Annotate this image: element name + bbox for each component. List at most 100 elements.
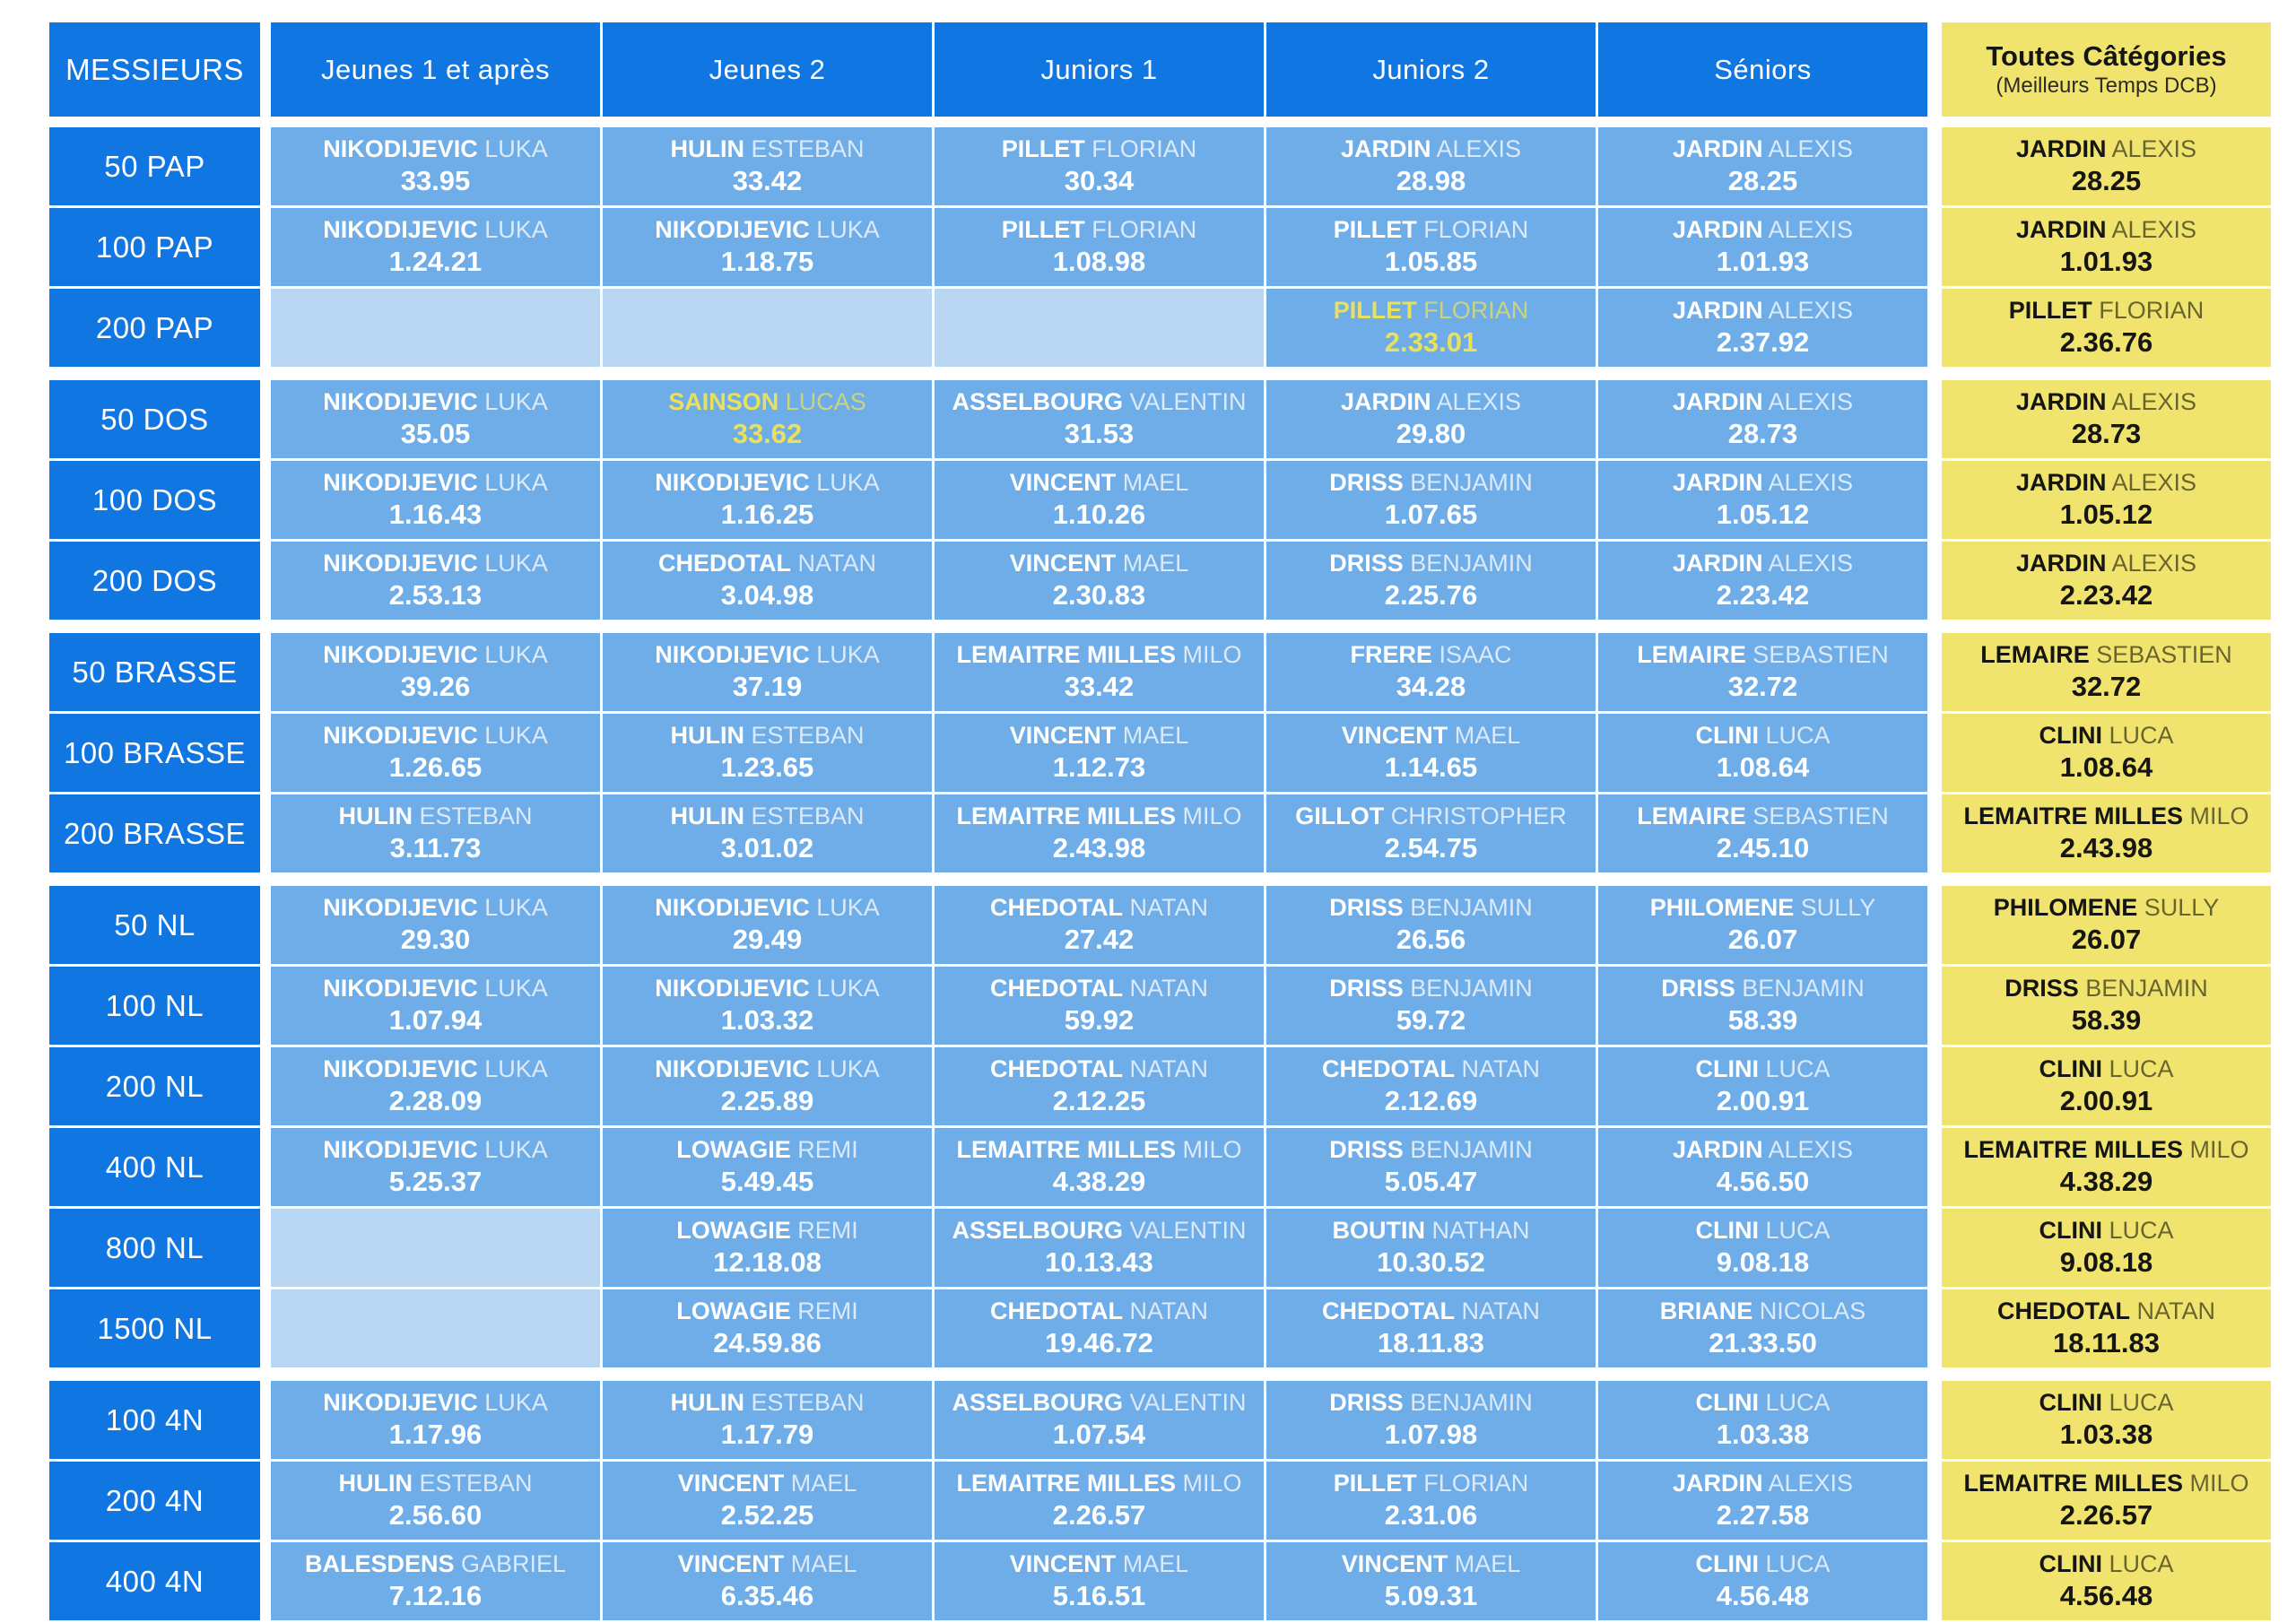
best-record-cell: JARDIN ALEXIS 28.25: [1942, 127, 2271, 205]
record-cell: CHEDOTAL NATAN 19.46.72: [935, 1289, 1264, 1367]
athlete-name: CHEDOTAL NATAN: [658, 550, 876, 577]
event-row: 50 NL NIKODIJEVIC LUKA 29.30 NIKODIJEVIC LU…: [49, 886, 2296, 964]
table-title: MESSIEURS: [65, 52, 244, 86]
athlete-first-name: LUCA: [2101, 1055, 2174, 1082]
record-cell: NIKODIJEVIC LUKA 1.03.32: [603, 967, 932, 1045]
record-time: 29.30: [400, 924, 471, 956]
athlete-last-name: NIKODIJEVIC: [655, 640, 810, 668]
athlete-first-name: LUKA: [809, 974, 880, 1002]
record-time: 2.30.83: [1052, 579, 1146, 612]
athlete-last-name: NIKODIJEVIC: [323, 974, 478, 1002]
record-cell: DRISS BENJAMIN 5.05.47: [1266, 1128, 1596, 1206]
record-cell: DRISS BENJAMIN 2.25.76: [1266, 542, 1596, 620]
athlete-first-name: FLORIAN: [2092, 296, 2205, 324]
record-cell: CLINI LUCA 1.03.38: [1598, 1381, 1927, 1459]
athlete-first-name: VALENTIN: [1123, 1216, 1247, 1244]
athlete-name: BALESDENS GABRIEL: [305, 1550, 566, 1578]
record-cell: VINCENT MAEL 2.30.83: [935, 542, 1264, 620]
record-cell: NIKODIJEVIC LUKA 29.49: [603, 886, 932, 964]
athlete-first-name: ALEXIS: [2106, 135, 2197, 162]
table-title-cell: MESSIEURS: [49, 22, 260, 117]
best-record-cell: CHEDOTAL NATAN 18.11.83: [1942, 1289, 2271, 1367]
athlete-name: SAINSON LUCAS: [668, 388, 866, 416]
athlete-first-name: BENJAMIN: [1403, 1388, 1533, 1416]
athlete-last-name: LEMAITRE MILLES: [956, 640, 1176, 668]
athlete-last-name: PILLET: [1333, 215, 1417, 243]
empty-record-cell: [271, 1289, 600, 1367]
record-cell: LOWAGIE REMI 12.18.08: [603, 1209, 932, 1287]
record-cell: NIKODIJEVIC LUKA 33.95: [271, 127, 600, 205]
event-label: 100 NL: [49, 967, 260, 1045]
record-cell: ASSELBOURG VALENTIN 10.13.43: [935, 1209, 1264, 1287]
record-time: 19.46.72: [1045, 1327, 1153, 1359]
event-label: 200 BRASSE: [49, 794, 260, 872]
athlete-name: CHEDOTAL NATAN: [1997, 1298, 2215, 1325]
athlete-last-name: NIKODIJEVIC: [323, 893, 478, 921]
athlete-first-name: ALEXIS: [1762, 135, 1854, 162]
athlete-first-name: BENJAMIN: [1403, 893, 1533, 921]
record-time: 26.07: [1727, 924, 1798, 956]
athlete-first-name: LUKA: [477, 1388, 548, 1416]
record-cell: NIKODIJEVIC LUKA 1.16.25: [603, 461, 932, 539]
athlete-name: NIKODIJEVIC LUKA: [323, 469, 548, 497]
best-record-cell: CLINI LUCA 2.00.91: [1942, 1047, 2271, 1125]
event-row: 100 4N NIKODIJEVIC LUKA 1.17.96 HULIN ESTEB…: [49, 1381, 2296, 1459]
record-cell: NIKODIJEVIC LUKA 5.25.37: [271, 1128, 600, 1206]
record-time: 1.12.73: [1052, 751, 1146, 784]
athlete-first-name: NATAN: [1122, 893, 1208, 921]
athlete-last-name: LOWAGIE: [676, 1216, 791, 1244]
record-cell: NIKODIJEVIC LUKA 1.18.75: [603, 208, 932, 286]
best-column-title: Toutes Câtégories: [1986, 40, 2227, 73]
event-row: 200 PAP PILLET FLORIAN 2.33.01 JARDIN ALEXI…: [49, 289, 2296, 367]
athlete-name: NIKODIJEVIC LUKA: [323, 216, 548, 244]
athlete-first-name: LUCA: [2101, 1216, 2174, 1244]
athlete-name: LOWAGIE REMI: [676, 1216, 858, 1245]
athlete-name: LOWAGIE REMI: [676, 1298, 858, 1325]
athlete-first-name: BENJAMIN: [1403, 468, 1533, 496]
record-cell: SAINSON LUCAS 33.62: [603, 380, 932, 458]
athlete-name: VINCENT MAEL: [1010, 1550, 1189, 1578]
athlete-first-name: SULLY: [2137, 893, 2220, 921]
athlete-name: HULIN ESTEBAN: [338, 1470, 532, 1497]
athlete-last-name: ASSELBOURG: [952, 1388, 1123, 1416]
record-cell: NIKODIJEVIC LUKA 35.05: [271, 380, 600, 458]
category-column-header: Séniors: [1598, 22, 1927, 117]
record-cell: JARDIN ALEXIS 28.25: [1598, 127, 1927, 205]
category-column-header: Juniors 1: [935, 22, 1264, 117]
athlete-first-name: SEBASTIEN: [1745, 640, 1889, 668]
athlete-name: CLINI LUCA: [1695, 1055, 1830, 1083]
athlete-name: DRISS BENJAMIN: [1661, 975, 1865, 1002]
record-time: 2.37.92: [1716, 326, 1810, 359]
athlete-name: HULIN ESTEBAN: [338, 803, 532, 830]
event-label: 1500 NL: [49, 1289, 260, 1367]
record-cell: CLINI LUCA 2.00.91: [1598, 1047, 1927, 1125]
best-record-cell: JARDIN ALEXIS 2.23.42: [1942, 542, 2271, 620]
record-cell: HULIN ESTEBAN 3.01.02: [603, 794, 932, 872]
athlete-name: PILLET FLORIAN: [1334, 297, 1529, 325]
athlete-first-name: FLORIAN: [1084, 215, 1197, 243]
record-time: 59.72: [1396, 1004, 1466, 1037]
athlete-last-name: JARDIN: [1672, 549, 1763, 577]
athlete-name: LEMAIRE SEBASTIEN: [1980, 640, 2232, 669]
athlete-name: JARDIN ALEXIS: [1673, 1470, 1853, 1497]
athlete-name: LEMAITRE MILLES MILO: [1963, 1136, 2248, 1164]
athlete-first-name: LUKA: [477, 1055, 548, 1082]
record-time: 33.42: [1064, 671, 1135, 703]
athlete-last-name: ASSELBOURG: [952, 1216, 1123, 1244]
record-time: 1.03.38: [2059, 1419, 2153, 1451]
athlete-last-name: LEMAIRE: [1980, 640, 2090, 668]
athlete-first-name: ALEXIS: [1431, 135, 1522, 162]
athlete-last-name: PILLET: [1333, 1469, 1417, 1497]
record-time: 4.56.50: [1716, 1166, 1810, 1198]
athlete-first-name: FLORIAN: [1084, 135, 1197, 162]
athlete-name: JARDIN ALEXIS: [1341, 388, 1521, 416]
athlete-name: CLINI LUCA: [2039, 1550, 2173, 1578]
record-time: 1.17.96: [388, 1419, 483, 1451]
athlete-first-name: ALEXIS: [1762, 215, 1854, 243]
record-time: 33.95: [400, 165, 471, 197]
event-label: 800 NL: [49, 1209, 260, 1287]
athlete-last-name: GILLOT: [1295, 802, 1385, 829]
athlete-name: NIKODIJEVIC LUKA: [323, 550, 548, 577]
athlete-name: BRIANE NICOLAS: [1660, 1298, 1866, 1325]
